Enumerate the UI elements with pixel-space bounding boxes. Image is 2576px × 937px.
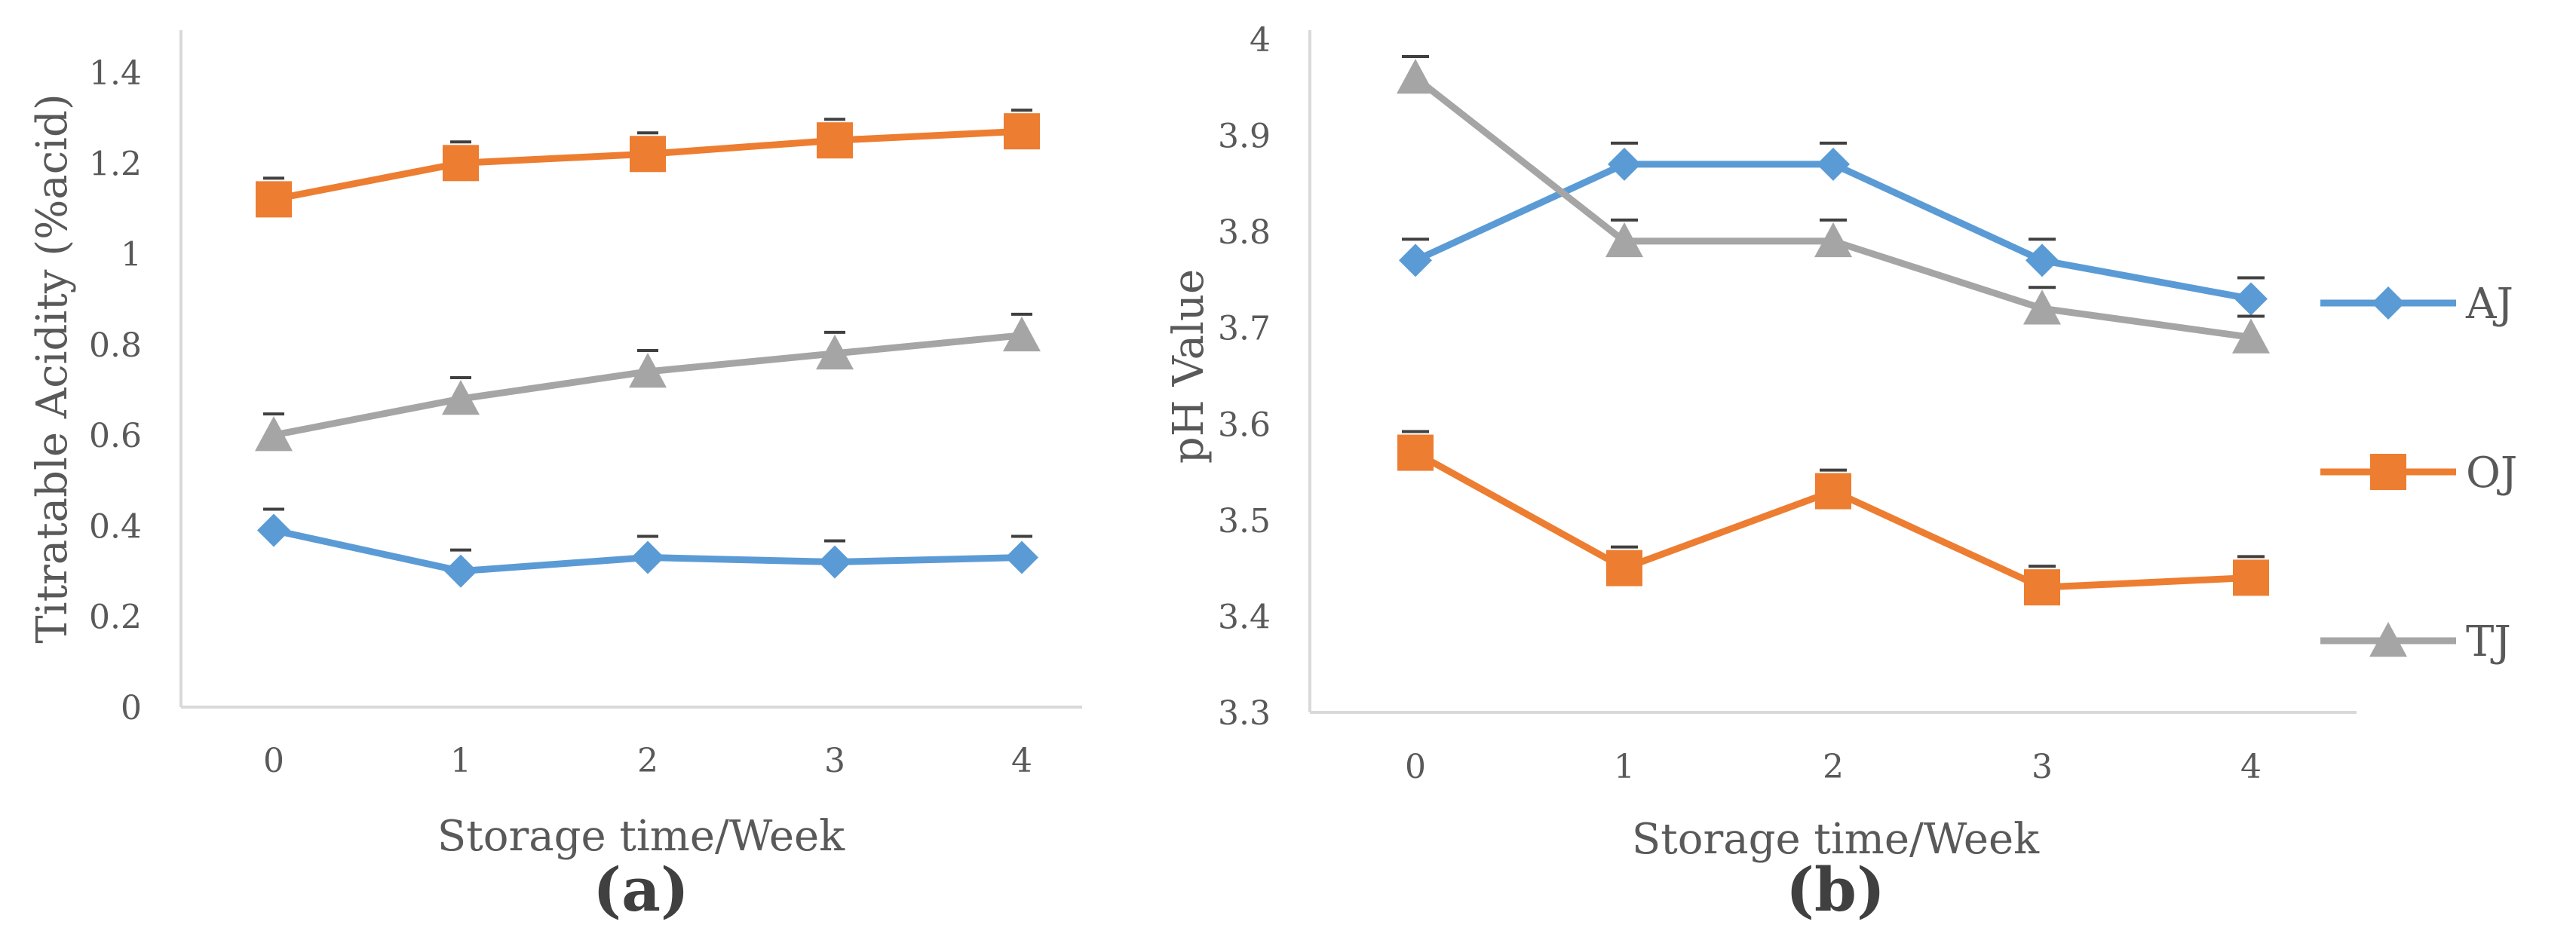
panel-b-y-axis-title: pH Value xyxy=(1164,269,1213,464)
panel-b-y-tick-label: 3.6 xyxy=(1218,406,1271,444)
panel-b-aj-point xyxy=(2026,243,2059,277)
panel-b-series-tj xyxy=(1397,55,2270,354)
panel-a-y-tick-label: 1 xyxy=(121,236,142,274)
panel-a-x-tick-label: 4 xyxy=(1011,742,1032,780)
panel-a-y-tick-label: 0.6 xyxy=(89,417,142,455)
legend-oj-label: OJ xyxy=(2466,449,2517,498)
panel-b-y-tick-label: 4 xyxy=(1250,21,1271,60)
panel-a-oj-point xyxy=(256,181,292,218)
panel-a-y-tick-label: 0.2 xyxy=(89,599,142,637)
panel-a-tj-point xyxy=(442,380,480,415)
panel-b-aj-point xyxy=(1399,243,1432,277)
panel-a-y-tick-label: 0.4 xyxy=(89,507,142,546)
panel-b-x-tick-label: 0 xyxy=(1405,748,1426,786)
panel-a-tj-point xyxy=(1003,316,1041,352)
panel-a-tj-point xyxy=(816,334,854,370)
panel-b-y-tick-label: 3.5 xyxy=(1218,502,1271,540)
panel-a-axes xyxy=(179,30,1082,709)
legend-oj-marker xyxy=(2370,454,2406,490)
panel-b-series-oj xyxy=(1397,430,2269,606)
panel-a-series-oj xyxy=(256,109,1040,218)
panel-a-oj-point xyxy=(630,136,666,173)
panel-a-x-tick-label: 1 xyxy=(450,742,471,780)
panel-a-aj-point xyxy=(1005,540,1038,574)
panel-a-y-tick-labels: 0 0.2 0.4 0.6 0.8 1 1.2 1.4 xyxy=(89,54,142,727)
panel-b-oj-line xyxy=(1413,449,2252,591)
panel-a-aj-point xyxy=(444,554,477,588)
panel-b-x-tick-label: 3 xyxy=(2032,748,2053,786)
panel-b-y-tick-label: 3.3 xyxy=(1218,694,1271,733)
panel-b-y-tick-label: 3.4 xyxy=(1218,598,1271,636)
legend-aj-label: AJ xyxy=(2465,280,2513,329)
panel-b-aj-point xyxy=(1817,147,1850,181)
panel-a-chart: 0 0.2 0.4 0.6 0.8 1 1.2 1.4 0 1 2 3 4 Storage time/… xyxy=(28,30,1082,925)
legend-item-oj: OJ xyxy=(2320,449,2517,498)
panel-a-tj-point xyxy=(255,416,293,452)
panel-a-series-layer xyxy=(255,109,1041,588)
panel-a-y-tick-label: 0 xyxy=(121,689,142,727)
panel-a-x-axis-title: Storage time/Week xyxy=(437,812,845,861)
panel-b-series-layer xyxy=(1397,55,2270,606)
legend-item-aj: AJ xyxy=(2320,280,2513,329)
panel-b-x-tick-label: 1 xyxy=(1614,748,1635,786)
panel-b-tj-point xyxy=(1605,222,1643,258)
panel-b-series-aj xyxy=(1399,141,2268,316)
panel-a-x-tick-label: 2 xyxy=(637,742,658,780)
panel-a-x-tick-label: 3 xyxy=(824,742,845,780)
panel-a-series-tj xyxy=(255,312,1041,452)
panel-b-oj-point xyxy=(1397,434,1434,471)
panel-b-y-tick-labels: 3.3 3.4 3.5 3.6 3.7 3.8 3.9 4 xyxy=(1218,21,1271,733)
legend-tj-label: TJ xyxy=(2466,617,2511,666)
panel-a-oj-point xyxy=(817,122,853,159)
panel-a-oj-point xyxy=(1004,113,1040,150)
panel-a-y-tick-label: 1.2 xyxy=(89,145,142,183)
panel-b-tj-point xyxy=(2232,318,2270,354)
panel-b-x-tick-labels: 0 1 2 3 4 xyxy=(1405,748,2262,786)
panel-b-oj-point xyxy=(2024,569,2060,606)
panel-a-oj-point xyxy=(443,145,479,182)
panel-b-x-tick-label: 2 xyxy=(1823,748,1844,786)
panel-a-tj-point xyxy=(629,352,667,388)
panel-b-label: (b) xyxy=(1786,854,1885,925)
panel-b-aj-point xyxy=(2234,282,2268,316)
panel-a-x-tick-labels: 0 1 2 3 4 xyxy=(263,742,1032,780)
legend-tj-marker xyxy=(2369,622,2407,657)
panel-b-y-tick-label: 3.7 xyxy=(1218,310,1271,348)
panel-a-y-tick-label: 1.4 xyxy=(89,54,142,93)
panel-b-y-tick-label: 3.9 xyxy=(1218,118,1271,156)
panel-b-tj-line xyxy=(1413,75,2252,341)
panel-b-oj-point xyxy=(1606,550,1642,586)
panel-b-x-axis-title: Storage time/Week xyxy=(1632,815,2040,864)
panel-b-x-tick-label: 4 xyxy=(2240,748,2262,786)
legend-item-tj: TJ xyxy=(2320,617,2511,666)
legend-aj-marker xyxy=(2372,286,2405,320)
panel-a-aj-point xyxy=(818,545,851,579)
panel-b-tj-point xyxy=(1814,222,1852,258)
legend: AJ OJ TJ xyxy=(2320,280,2517,666)
panel-a-x-tick-label: 0 xyxy=(263,742,284,780)
panel-a-aj-point xyxy=(257,513,290,547)
panel-a-y-axis-title: Titratable Acidity (%acid) xyxy=(28,93,77,643)
panel-b-aj-point xyxy=(1608,147,1641,181)
panel-a-series-aj xyxy=(257,507,1038,588)
panel-a-y-tick-label: 0.8 xyxy=(89,326,142,365)
panel-b-oj-point xyxy=(2233,559,2269,596)
panel-b-y-tick-label: 3.8 xyxy=(1218,213,1271,252)
panel-b-chart: 3.3 3.4 3.5 3.6 3.7 3.8 3.9 4 0 1 2 3 4 Storage tim… xyxy=(1164,21,2357,925)
panel-b-oj-point xyxy=(1815,473,1851,510)
panel-b-tj-point xyxy=(1397,59,1434,94)
panel-a-label: (a) xyxy=(593,854,689,925)
panel-b-tj-point xyxy=(2023,289,2061,325)
panel-a-aj-point xyxy=(631,540,664,574)
panel-b-axes xyxy=(1308,30,2357,714)
